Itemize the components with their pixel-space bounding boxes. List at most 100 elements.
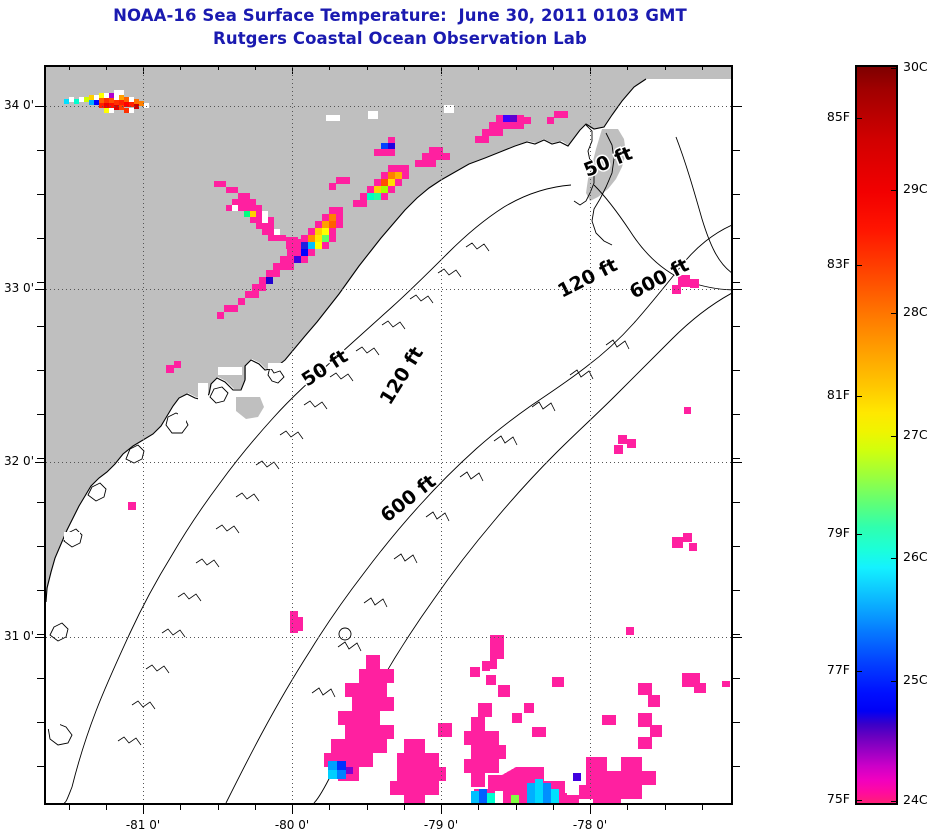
colorbar-tick-c xyxy=(891,801,898,802)
x-axis-minor-tick xyxy=(702,805,703,810)
y-axis-major-tick-right xyxy=(733,637,742,638)
chart-title-block: NOAA-16 Sea Surface Temperature: June 30… xyxy=(0,4,800,50)
y-axis-label: 31 0' xyxy=(3,629,34,643)
coastal-detail-3 xyxy=(165,412,189,434)
x-axis-minor-tick xyxy=(255,805,256,810)
contour-50ft-main xyxy=(63,184,572,803)
x-axis-minor-tick xyxy=(69,805,70,810)
colorbar-label-celsius: 29C xyxy=(903,181,928,196)
contour-50ft-b xyxy=(593,184,731,291)
y-axis-minor-tick-right xyxy=(733,458,740,459)
cloud-void-speckles xyxy=(46,105,454,729)
sst-pixels-southern-field xyxy=(324,627,730,803)
y-axis-minor-tick-right xyxy=(733,414,740,415)
x-axis-label: -80 0' xyxy=(274,818,310,832)
land-patch-small xyxy=(236,397,264,419)
x-axis-minor-tick xyxy=(329,805,330,810)
colorbar-tick-f xyxy=(855,265,862,266)
y-axis-minor-tick-right xyxy=(733,678,740,679)
y-axis-minor-tick-right xyxy=(733,766,740,767)
x-axis-major-tick xyxy=(590,805,591,814)
colorbar-tick-c xyxy=(891,190,898,191)
colorbar-tick-f xyxy=(855,118,862,119)
land-patch-capefear xyxy=(586,129,626,201)
y-axis-major-tick xyxy=(35,106,44,107)
x-axis-minor-tick xyxy=(404,805,405,810)
coastal-detail-5 xyxy=(87,482,107,502)
coastal-detail-6 xyxy=(63,528,83,548)
colorbar-tick-c xyxy=(891,68,898,69)
colorbar-label-celsius: 24C xyxy=(903,792,928,807)
page-subtitle: Rutgers Coastal Ocean Observation Lab xyxy=(213,29,587,48)
colorbar-gradient xyxy=(855,65,898,805)
colorbar-label-fahrenheit: 79F xyxy=(826,525,850,540)
sst-pixels-inland-lake xyxy=(64,90,149,113)
colorbar-label-celsius: 25C xyxy=(903,672,928,687)
sst-pixels-offshore-blobs xyxy=(128,275,699,633)
colorbar[interactable]: 85F 83F 81F 79F 77F 75F 30C 29C 28C 27C 26C 25C 24C xyxy=(827,60,928,806)
y-axis-minor-tick xyxy=(37,502,44,503)
y-axis-minor-tick xyxy=(37,414,44,415)
y-axis-minor-tick-right xyxy=(733,150,740,151)
x-axis-minor-tick xyxy=(180,805,181,810)
y-axis-minor-tick-right xyxy=(733,502,740,503)
y-axis-minor-tick-right xyxy=(733,238,740,239)
y-axis-minor-tick-right xyxy=(733,546,740,547)
y-axis-minor-tick-right xyxy=(733,590,740,591)
y-axis-minor-tick xyxy=(37,634,44,635)
x-axis-minor-tick xyxy=(627,805,628,810)
page-title: NOAA-16 Sea Surface Temperature: June 30… xyxy=(113,6,687,25)
sst-pixels-inland-lake-2 xyxy=(214,181,304,251)
estuary-detail xyxy=(573,124,595,206)
colorbar-label-celsius: 26C xyxy=(903,549,928,564)
colorbar-tick-f xyxy=(855,671,862,672)
y-axis-major-tick-right xyxy=(733,462,742,463)
y-axis-minor-tick xyxy=(37,458,44,459)
map-canvas xyxy=(46,67,731,803)
y-axis-minor-tick-right xyxy=(733,370,740,371)
x-axis-minor-tick xyxy=(478,805,479,810)
colorbar-tick-c xyxy=(891,558,898,559)
colorbar-tick-f xyxy=(855,800,862,801)
colorbar-label-fahrenheit: 75F xyxy=(826,791,850,806)
colorbar-label-celsius: 27C xyxy=(903,427,928,442)
frying-pan-shoal xyxy=(591,132,615,246)
y-axis-minor-tick xyxy=(37,678,44,679)
y-axis-label: 34 0' xyxy=(3,98,34,112)
y-axis-minor-tick xyxy=(37,546,44,547)
coastal-detail-4 xyxy=(125,444,145,464)
y-axis-major-tick xyxy=(35,289,44,290)
y-axis-minor-tick xyxy=(37,150,44,151)
colorbar-tick-f xyxy=(855,534,862,535)
y-axis-minor-tick xyxy=(37,238,44,239)
y-axis-minor-tick xyxy=(37,722,44,723)
coastal-detail-2 xyxy=(209,386,229,404)
y-axis-minor-tick-right xyxy=(733,634,740,635)
sst-map[interactable]: 50 ft 50 ft 120 ft 120 ft 600 ft 600 ft xyxy=(44,65,733,805)
x-axis-label: -79 0' xyxy=(423,818,459,832)
y-axis-major-tick-right xyxy=(733,289,742,290)
y-axis-minor-tick-right xyxy=(733,722,740,723)
colorbar-tick-c xyxy=(891,436,898,437)
y-axis-major-tick xyxy=(35,462,44,463)
y-axis-label: 32 0' xyxy=(3,454,34,468)
x-axis-minor-tick xyxy=(516,805,517,810)
x-axis-minor-tick xyxy=(665,805,666,810)
x-axis-minor-tick xyxy=(218,805,219,810)
contour-600ft-eddy xyxy=(338,627,352,641)
x-axis-label: -78 0' xyxy=(572,818,608,832)
colorbar-tick-c xyxy=(891,681,898,682)
colorbar-label-fahrenheit: 83F xyxy=(826,256,850,271)
x-axis-minor-tick xyxy=(367,805,368,810)
y-axis-major-tick xyxy=(35,637,44,638)
y-axis-minor-tick-right xyxy=(733,282,740,283)
y-axis-minor-tick-right xyxy=(733,194,740,195)
y-axis-minor-tick-right xyxy=(733,326,740,327)
colorbar-label-fahrenheit: 85F xyxy=(826,109,850,124)
y-axis-minor-tick xyxy=(37,590,44,591)
x-axis-major-tick xyxy=(143,805,144,814)
y-axis-minor-tick xyxy=(37,370,44,371)
colorbar-label-celsius: 28C xyxy=(903,304,928,319)
y-axis-major-tick-right xyxy=(733,106,742,107)
x-axis-major-tick xyxy=(292,805,293,814)
